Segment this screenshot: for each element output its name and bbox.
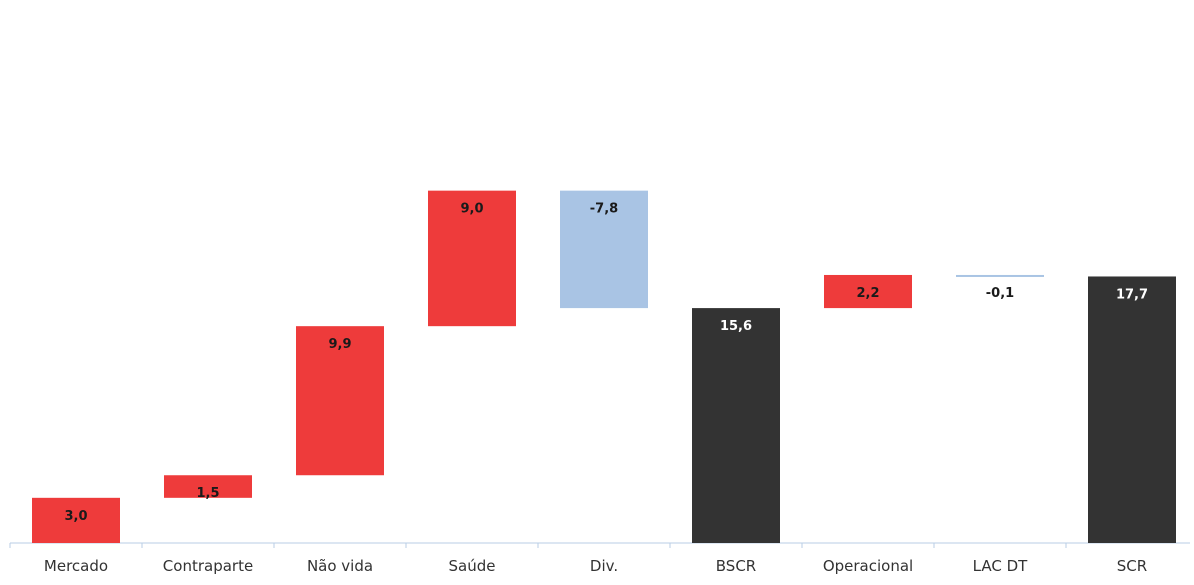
data-label: -0,1	[986, 286, 1014, 301]
bar-scr	[1088, 276, 1176, 543]
data-label: 2,2	[856, 286, 879, 301]
bar-div-	[560, 190, 648, 309]
bar-contraparte	[164, 475, 252, 498]
bar-bscr	[692, 308, 780, 543]
x-tick-label: Div.	[590, 557, 618, 575]
data-label: 1,5	[196, 486, 219, 501]
bar-lac-dt	[956, 274, 1044, 277]
bar-sa-de	[428, 190, 516, 327]
x-tick-label: BSCR	[716, 557, 756, 575]
x-tick-label: Contraparte	[163, 557, 253, 575]
data-label: 3,0	[64, 509, 87, 524]
data-label: 15,6	[720, 319, 752, 334]
x-tick-label: Mercado	[44, 557, 108, 575]
x-tick-labels: Mercado Contraparte Não vida Saúde Div. BSCR O…	[44, 557, 1147, 575]
x-tick-label: Operacional	[823, 557, 913, 575]
data-labels: 3,0 1,5 9,9 9,0 -7,8 15,6 2,2 -0,1 17,7	[64, 202, 1148, 524]
data-label: -7,8	[590, 202, 618, 217]
bar-n-o-vida	[296, 326, 384, 476]
data-label: 9,0	[460, 202, 483, 217]
bar-mercado	[32, 497, 120, 543]
data-label: 9,9	[328, 337, 351, 352]
x-tick-label: Não vida	[307, 557, 373, 575]
x-axis-ticks	[9, 543, 1067, 548]
x-tick-label: SCR	[1117, 557, 1147, 575]
x-tick-label: Saúde	[449, 557, 496, 575]
bar-operacional	[824, 274, 912, 309]
bars	[32, 190, 1176, 543]
data-label: 17,7	[1116, 287, 1148, 302]
x-tick-label: LAC DT	[973, 557, 1028, 575]
